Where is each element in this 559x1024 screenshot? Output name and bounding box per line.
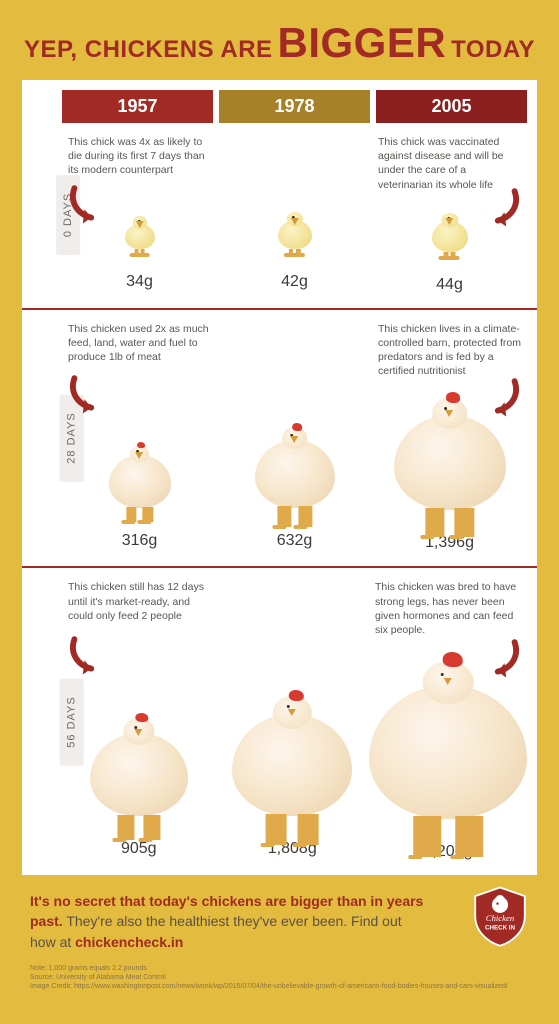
title-emph: BIGGER (278, 19, 447, 66)
growth-row: 28 DAYSThis chicken used 2x as much feed… (22, 310, 537, 569)
footer-note: Note: 1,000 grams equals 2.2 pounds (30, 964, 529, 973)
year-column: 42g (217, 133, 372, 294)
page-title: YEP, CHICKENS ARE BIGGER TODAY (22, 22, 537, 64)
footer-note: Image Credit: https://www.washingtonpost… (30, 982, 529, 991)
chicken-icon (394, 415, 506, 510)
chicken-description: This chicken was bred to have strong leg… (369, 578, 527, 639)
growth-row: 0 DAYSThis chick was 4x as likely to die… (22, 123, 537, 310)
chick-icon (278, 220, 312, 249)
curved-arrow-icon (481, 638, 523, 680)
chicken-description (217, 133, 372, 191)
chicken-illustration-slot (217, 191, 372, 249)
footer-link[interactable]: chickencheck.in (75, 934, 183, 950)
year-column: This chicken still has 12 days until it'… (62, 578, 216, 861)
badge-line2: CHECK IN (485, 925, 515, 932)
chick-icon (432, 221, 468, 252)
rows-container: 0 DAYSThis chick was 4x as likely to die… (22, 123, 537, 875)
footer: It's no secret that today's chickens are… (22, 875, 537, 995)
curved-arrow-icon (481, 377, 523, 419)
chicken-description: This chick was 4x as likely to die durin… (62, 133, 217, 191)
year-column: This chicken was bred to have strong leg… (369, 578, 527, 861)
chicken-description (217, 320, 372, 378)
year-column: This chick was 4x as likely to die durin… (62, 133, 217, 294)
curved-arrow-icon (66, 374, 108, 416)
chicken-description: This chicken lives in a climate-controll… (372, 320, 527, 381)
year-column: This chick was vaccinated against diseas… (372, 133, 527, 294)
chicken-icon (255, 440, 335, 508)
chicken-illustration-slot (216, 636, 370, 816)
chicken-weight: 316g (122, 532, 158, 550)
footer-note: Source: University of Alabama Meat Contr… (30, 973, 529, 982)
year-headers: 1957 1978 2005 (22, 80, 537, 123)
infographic-page: YEP, CHICKENS ARE BIGGER TODAY 1957 1978… (0, 0, 559, 1024)
badge-line1: Chicken (486, 913, 514, 923)
year-column: This chicken used 2x as much feed, land,… (62, 320, 217, 553)
chicken-description (216, 578, 370, 636)
year-column: 632g (217, 320, 372, 553)
chicken-icon (90, 733, 188, 816)
chicken-illustration-slot (217, 378, 372, 508)
growth-row: 56 DAYSThis chicken still has 12 days un… (22, 568, 537, 875)
year-header-2005: 2005 (376, 90, 527, 123)
chicken-illustration-slot (62, 378, 217, 508)
chicken-weight: 44g (436, 276, 463, 294)
curved-arrow-icon (66, 635, 108, 677)
chicken-description: This chick was vaccinated against diseas… (372, 133, 527, 194)
chicken-check-in-badge: Chicken CHECK IN (469, 885, 531, 947)
curved-arrow-icon (481, 187, 523, 229)
year-header-1978: 1978 (219, 90, 370, 123)
chicken-icon (109, 455, 171, 508)
chicken-illustration-slot (369, 639, 527, 819)
year-column: This chicken lives in a climate-controll… (372, 320, 527, 553)
footer-notes: Note: 1,000 grams equals 2.2 pounds Sour… (30, 964, 529, 991)
chicken-description: This chicken used 2x as much feed, land,… (62, 320, 217, 378)
chicken-weight: 34g (126, 273, 153, 291)
curved-arrow-icon (66, 184, 108, 226)
year-header-1957: 1957 (62, 90, 213, 123)
chicken-illustration-slot (62, 636, 216, 816)
footer-text: It's no secret that today's chickens are… (30, 891, 430, 952)
chicken-illustration-slot (62, 191, 217, 249)
chicken-weight: 905g (121, 840, 157, 858)
title-post: TODAY (451, 36, 535, 63)
chicken-weight: 632g (277, 532, 313, 550)
chicken-illustration-slot (372, 194, 527, 252)
title-pre: YEP, CHICKENS ARE (24, 36, 273, 63)
chick-icon (125, 224, 155, 250)
year-column: 1,808g (216, 578, 370, 861)
content-panel: 1957 1978 2005 0 DAYSThis chick was 4x a… (22, 80, 537, 875)
chicken-icon (369, 685, 527, 819)
chicken-illustration-slot (372, 380, 527, 510)
chicken-description: This chicken still has 12 days until it'… (62, 578, 216, 636)
chicken-weight: 42g (281, 273, 308, 291)
chicken-icon (232, 714, 352, 816)
